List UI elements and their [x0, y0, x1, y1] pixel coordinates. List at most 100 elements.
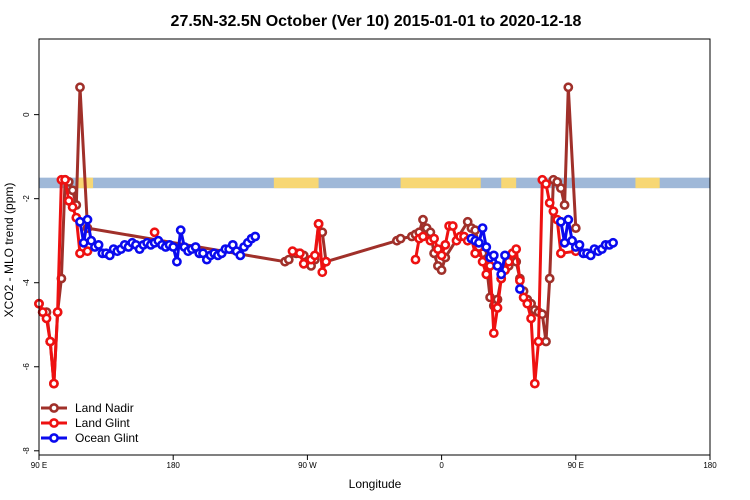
series-1-point-3-21: [492, 302, 503, 313]
series-1-point-3-18: [481, 269, 492, 280]
series-1-point-2-1: [294, 248, 305, 259]
series-0-line-0: [37, 85, 578, 386]
series-1-point-3-31: [529, 378, 540, 389]
series-1-point-0-12: [82, 246, 93, 257]
x-tick-label-2: 90 W: [298, 461, 317, 470]
y-tick-label-4: 0: [22, 112, 31, 117]
x-axis-label: Longitude: [349, 477, 402, 491]
x-tick-label-5: 180: [703, 461, 717, 470]
axes: 90 E 180 90 W 0 90 E 180 -8 -6 -4 -2 0: [22, 112, 717, 470]
y-tick-label-2: -4: [22, 279, 31, 287]
series-1-point-3-26: [511, 244, 522, 254]
series-1-point-3-9: [447, 221, 458, 231]
series-2-point-0-5: [93, 239, 104, 250]
series-2-point-1-3: [477, 223, 488, 233]
series-1-point-3-20: [488, 328, 499, 338]
series-1-point-3-6: [436, 250, 447, 261]
series-1-point-2-6: [317, 267, 328, 278]
series-2-point-0-0: [75, 216, 85, 227]
series-1-point-0-9: [67, 202, 78, 212]
series-1-point-3-34: [541, 179, 551, 189]
ocean-band: [39, 177, 710, 189]
legend-marker-2: [49, 433, 59, 443]
series-1-point-3-32: [533, 336, 544, 347]
land-ocean-band: [39, 177, 710, 189]
legend-label-1: Land Glint: [75, 416, 130, 430]
series-0-point-0-28: [418, 214, 428, 225]
series-1: [34, 174, 581, 389]
y-tick-label-3: -2: [22, 195, 31, 203]
series-layer: [34, 82, 618, 389]
series-0-point-0-62: [563, 82, 574, 93]
y-tick-label-1: -6: [22, 363, 31, 371]
x-tick-label-1: 180: [167, 461, 181, 470]
series-0-point-0-61: [559, 200, 570, 210]
series-1-point-3-7: [440, 239, 451, 250]
series-2-point-0-25: [168, 242, 179, 252]
series-1-point-0-4: [49, 378, 59, 389]
series-2-point-0-47: [250, 231, 261, 242]
series-2-point-3-5: [574, 239, 585, 250]
series-1-point-3-17: [477, 256, 488, 267]
series-1-point-0-7: [60, 174, 70, 185]
land-span-3: [400, 177, 481, 189]
series-2-point-1-6: [488, 250, 499, 261]
land-span-2: [273, 177, 319, 189]
land-span-5: [635, 177, 660, 189]
series-1-point-3-29: [522, 298, 533, 309]
series-1-point-2-7: [321, 256, 331, 267]
series-1-point-0-2: [41, 313, 52, 324]
series-1-point-0-11: [75, 248, 85, 259]
series-2-point-1-7: [492, 260, 503, 271]
series-2-point-0-26: [171, 256, 182, 267]
series-1-point-3-38: [556, 248, 566, 259]
series-0-point-0-9: [67, 185, 78, 196]
series-0-point-0-63: [570, 223, 581, 233]
series-2-point-3-2: [563, 214, 574, 225]
series-1-point-3-0: [410, 254, 421, 265]
series-1-line-3: [414, 178, 577, 386]
legend-marker-0: [49, 403, 59, 413]
series-0-point-0-14: [283, 254, 294, 265]
series-2-point-2-0: [515, 284, 525, 294]
series-1-point-3-27: [515, 275, 525, 286]
y-axis-label: XCO2 - MLO trend (ppm): [2, 183, 16, 318]
series-0-point-0-11: [75, 82, 85, 93]
series-0-point-0-57: [544, 273, 555, 284]
series-0: [34, 82, 581, 389]
x-tick-label-0: 90 E: [31, 461, 47, 470]
series-2-point-1-8: [496, 269, 507, 280]
series-2-point-1-9: [500, 250, 510, 261]
chart-title: 27.5N-32.5N October (Ver 10) 2015-01-01 …: [171, 13, 582, 30]
series-1-point-0-5: [52, 307, 63, 317]
series-2-point-3-14: [608, 237, 618, 248]
x-tick-label-3: 0: [439, 461, 444, 470]
plot-frame: [38, 38, 711, 456]
series-1-point-3-30: [526, 313, 536, 324]
series-1-point-2-5: [313, 218, 324, 229]
series-0-point-0-24: [395, 233, 406, 244]
y-tick-label-0: -8: [22, 447, 31, 455]
legend-marker-1: [49, 418, 59, 428]
legend-label-0: Land Nadir: [75, 401, 134, 415]
series-0-point-0-33: [436, 265, 447, 275]
series-0-point-0-60: [556, 183, 566, 194]
series-2-point-0-27: [175, 225, 186, 236]
series-1-point-0-3: [45, 336, 56, 347]
series-1-point-3-4: [429, 233, 439, 244]
series-2-point-0-2: [82, 214, 93, 225]
series-1-point-1-0: [149, 227, 160, 238]
series-1-point-2-4: [309, 250, 320, 261]
series-0-point-0-56: [541, 336, 551, 347]
legend-label-2: Ocean Glint: [75, 431, 139, 445]
land-span-4: [501, 177, 517, 189]
series-1-point-2-2: [298, 258, 309, 269]
series-2-point-1-2: [473, 237, 484, 248]
series-1-point-3-2: [418, 231, 428, 242]
series-1-point-3-35: [544, 197, 555, 208]
series-2-point-1-4: [481, 242, 492, 252]
series-2: [75, 214, 618, 294]
series-2-point-3-1: [559, 237, 570, 248]
